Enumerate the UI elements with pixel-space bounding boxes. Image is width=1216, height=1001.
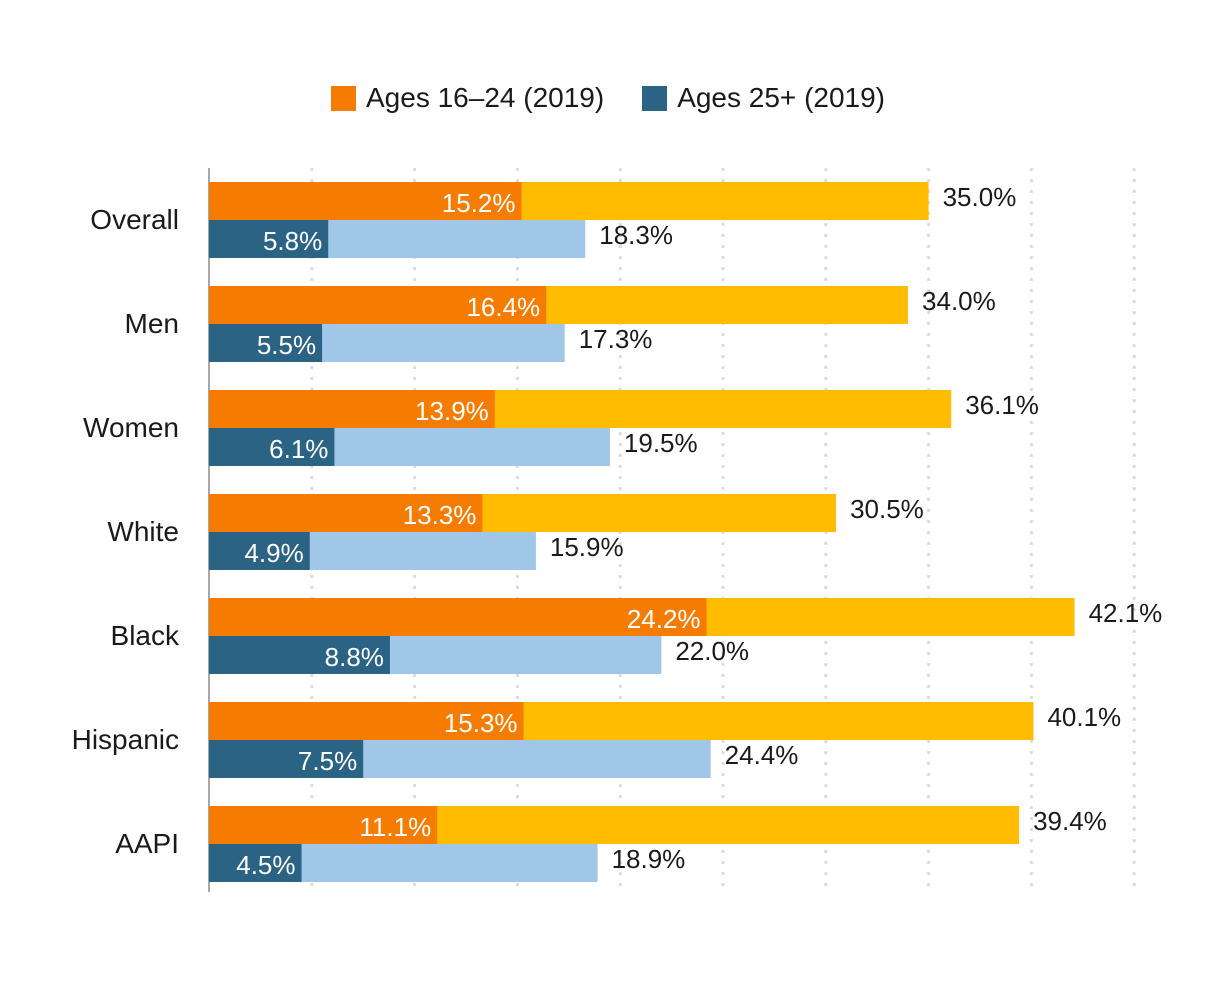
data-label-women-light-blue: 19.5% — [624, 428, 698, 458]
category-label-women: Women — [83, 412, 179, 443]
bar-women-ages-25-plus — [209, 428, 335, 466]
bar-hispanic-ages-25-plus — [209, 740, 364, 778]
data-label-white-ages-25-plus: 4.9% — [244, 538, 303, 568]
legend-item-ages-16-24: Ages 16–24 (2019) — [331, 82, 604, 114]
data-label-women-yellow: 36.1% — [965, 390, 1039, 420]
legend-label-ages-25-plus: Ages 25+ (2019) — [677, 82, 885, 113]
data-label-hispanic-yellow: 40.1% — [1047, 702, 1121, 732]
bar-hispanic-ages-16-24 — [209, 702, 524, 740]
data-label-overall-light-blue: 18.3% — [599, 220, 673, 250]
data-label-hispanic-ages-25-plus: 7.5% — [298, 746, 357, 776]
data-label-aapi-ages-16-24: 11.1% — [359, 812, 431, 842]
bar-aapi-ages-25-plus — [209, 844, 302, 882]
data-label-women-ages-25-plus: 6.1% — [269, 434, 328, 464]
category-label-hispanic: Hispanic — [72, 724, 179, 755]
legend-swatch-ages-16-24 — [331, 85, 356, 111]
legend-item-ages-25-plus: Ages 25+ (2019) — [642, 82, 885, 114]
legend: Ages 16–24 (2019) Ages 25+ (2019) — [0, 82, 1216, 114]
data-label-aapi-yellow: 39.4% — [1033, 806, 1107, 836]
data-label-hispanic-ages-16-24: 15.3% — [444, 708, 518, 738]
data-label-white-light-blue: 15.9% — [550, 532, 624, 562]
labels-layer: 15.2% 35.0% 5.8% 18.3% 16.4% 34.0% 5.5% 17.3% 13… — [236, 182, 1162, 880]
data-label-overall-yellow: 35.0% — [943, 182, 1017, 212]
category-label-aapi: AAPI — [115, 828, 179, 859]
bar-black-ages-25-plus — [209, 636, 390, 674]
bar-white-ages-16-24 — [209, 494, 483, 532]
data-label-men-ages-16-24: 16.4% — [466, 292, 540, 322]
data-label-white-ages-16-24: 13.3% — [403, 500, 477, 530]
categories-layer: Overall Men Women White Black Hispanic AAPI — [72, 204, 180, 859]
bar-aapi-ages-16-24 — [209, 806, 438, 844]
data-label-aapi-light-blue: 18.9% — [612, 844, 686, 874]
data-label-black-light-blue: 22.0% — [675, 636, 749, 666]
bar-men-ages-16-24 — [209, 286, 547, 324]
data-label-men-yellow: 34.0% — [922, 286, 996, 316]
category-label-black: Black — [111, 620, 180, 651]
data-label-men-light-blue: 17.3% — [579, 324, 653, 354]
data-label-hispanic-light-blue: 24.4% — [725, 740, 799, 770]
bar-men-ages-25-plus — [209, 324, 323, 362]
bar-overall-ages-25-plus — [209, 220, 329, 258]
data-label-white-yellow: 30.5% — [850, 494, 924, 524]
category-label-men: Men — [125, 308, 179, 339]
legend-label-ages-16-24: Ages 16–24 (2019) — [366, 82, 605, 113]
data-label-men-ages-25-plus: 5.5% — [257, 330, 316, 360]
data-label-black-ages-25-plus: 8.8% — [325, 642, 384, 672]
bar-black-ages-16-24 — [209, 598, 707, 636]
legend-swatch-ages-25-plus — [642, 85, 668, 111]
data-label-overall-ages-25-plus: 5.8% — [263, 226, 322, 256]
data-label-women-ages-16-24: 13.9% — [415, 396, 489, 426]
data-label-aapi-ages-25-plus: 4.5% — [236, 850, 295, 880]
data-label-overall-ages-16-24: 15.2% — [442, 188, 516, 218]
bar-white-ages-25-plus — [209, 532, 310, 570]
data-label-black-ages-16-24: 24.2% — [627, 604, 701, 634]
data-label-black-yellow: 42.1% — [1089, 598, 1163, 628]
bar-overall-ages-16-24 — [209, 182, 522, 220]
bar-women-ages-16-24 — [209, 390, 495, 428]
bars-layer — [209, 182, 1075, 882]
category-label-overall: Overall — [90, 204, 179, 235]
category-label-white: White — [107, 516, 179, 547]
